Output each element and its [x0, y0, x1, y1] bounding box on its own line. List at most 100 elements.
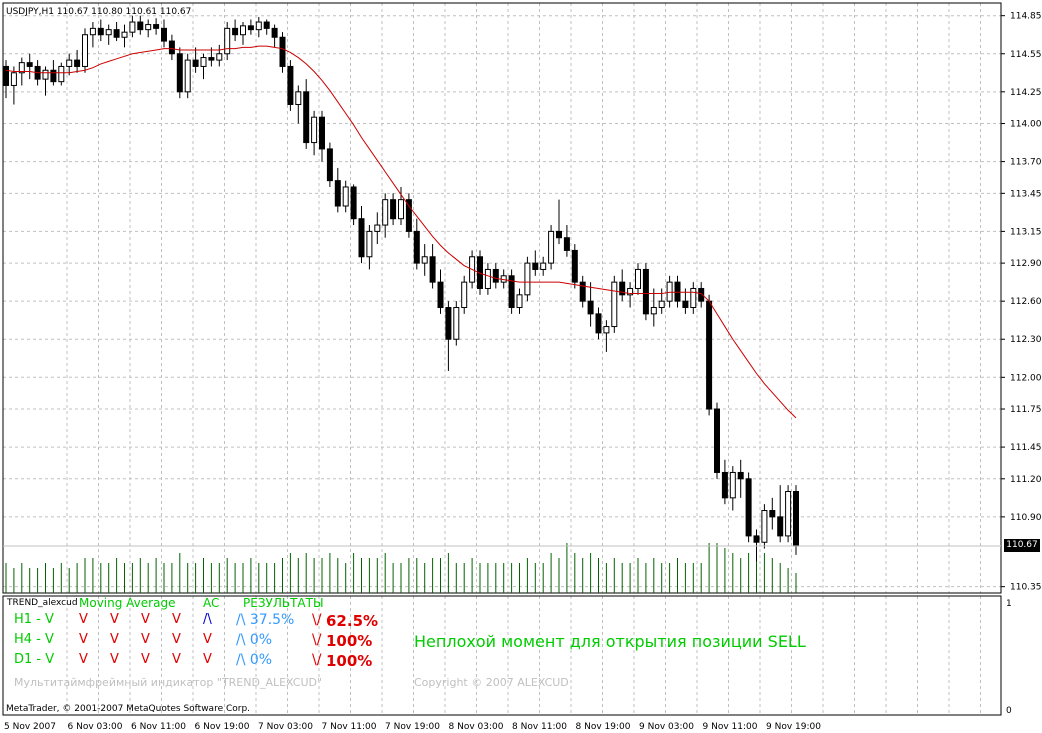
candle-body: [66, 59, 73, 67]
candle-body: [121, 31, 128, 38]
candle-body: [279, 36, 286, 67]
candle-body: [777, 516, 784, 537]
candle-body: [556, 230, 562, 239]
time-tick-label: 8 Nov 19:00: [576, 722, 631, 732]
candle-body: [390, 199, 397, 220]
candle-body: [89, 27, 96, 36]
candle-body: [484, 268, 491, 289]
candle-body: [690, 287, 697, 309]
candle-body: [334, 180, 341, 207]
row-timeframe: H1 - V: [14, 612, 54, 627]
row-ma-signal: V: [79, 652, 88, 667]
candle-body: [326, 148, 333, 182]
candle-body: [113, 29, 120, 38]
candle-body: [216, 53, 223, 61]
price-tick-label: 112.00: [1010, 373, 1042, 383]
time-tick-label: 5 Nov 2007: [4, 722, 56, 732]
candle-body: [374, 224, 381, 232]
price-tick-label: 113.15: [1010, 227, 1042, 237]
row-result-arrow: \/: [312, 652, 322, 668]
row-ma-signal: V: [172, 612, 181, 627]
time-tick-label: 6 Nov 19:00: [195, 722, 250, 732]
candle-body: [58, 65, 65, 83]
candle-body: [769, 510, 776, 518]
candle-body: [721, 471, 728, 499]
candle-body: [445, 307, 452, 340]
row-result-down: 100%: [326, 652, 373, 670]
col-moving-average: Moving Average: [79, 596, 176, 610]
candle-body: [658, 300, 665, 309]
candle-body: [627, 287, 634, 296]
indicator-scale-top: 1: [1006, 599, 1012, 609]
time-tick-label: 9 Nov 03:00: [639, 722, 694, 732]
candle-body: [698, 287, 705, 302]
candle-body: [532, 262, 539, 270]
price-axis[interactable]: 114.85 114.55 114.25 114.00 113.70 113.45 113.…: [1001, 12, 1042, 593]
time-axis[interactable]: 5 Nov 2007 6 Nov 03:00 6 Nov 11:00 6 Nov 19…: [4, 722, 821, 732]
row-result-arrow: \/: [312, 632, 322, 648]
candle-body: [753, 535, 760, 543]
row-ma-signal: V: [110, 632, 119, 647]
signal-text: Неплохой момент для открытия позиции SEL…: [414, 632, 806, 651]
candle-body: [461, 281, 468, 309]
candle-body: [413, 230, 420, 264]
candle-body: [303, 91, 310, 144]
candle-body: [477, 256, 483, 289]
candle-body: [729, 471, 736, 499]
candle-body: [3, 65, 9, 86]
price-tick-label: 114.55: [1010, 50, 1042, 60]
col-results: РЕЗУЛЬТАТЫ: [243, 596, 324, 610]
candle-body: [176, 53, 183, 93]
candle-body: [161, 27, 167, 42]
volume-bars: [5, 543, 797, 593]
candle-body: [350, 186, 357, 220]
moving-average-line: [5, 45, 797, 419]
row-result-up: /\ 0%: [236, 652, 273, 668]
candle-body: [737, 471, 744, 480]
candle-body: [200, 57, 207, 67]
candle-body: [192, 59, 199, 67]
row-result-arrow: \/: [312, 612, 322, 628]
candle-body: [145, 24, 152, 31]
candle-body: [492, 268, 499, 283]
candle-body: [153, 24, 160, 29]
candle-body: [271, 27, 278, 38]
col-ac: AC: [203, 596, 220, 610]
candle-body: [10, 72, 17, 86]
row-ma-signal: V: [79, 632, 88, 647]
candle-body: [437, 281, 444, 309]
row-result-down: 100%: [326, 632, 373, 650]
row-result-down: 62.5%: [326, 612, 379, 630]
candle-body: [603, 326, 610, 334]
candle-body: [642, 268, 649, 315]
indicator-frame[interactable]: [2, 595, 1002, 716]
row-timeframe: D1 - V: [14, 652, 55, 667]
indicator-copyright: Copyright © 2007 ALEXCUD: [414, 676, 569, 689]
candle-body: [761, 510, 768, 543]
row-timeframe: H4 - V: [14, 632, 54, 647]
main-chart-frame[interactable]: [2, 2, 1002, 594]
candle-body: [619, 281, 626, 296]
candle-body: [287, 65, 294, 106]
row-ma-signal: V: [110, 652, 119, 667]
candle-body: [382, 199, 389, 226]
candle-body: [611, 281, 618, 328]
candle-body: [398, 199, 404, 220]
candle-body: [168, 40, 175, 55]
candle-body: [18, 62, 25, 74]
time-tick-label: 9 Nov 11:00: [703, 722, 758, 732]
row-ma-signal: V: [141, 612, 150, 627]
candle-body: [342, 186, 349, 207]
price-tick-label: 112.90: [1010, 259, 1042, 269]
candle-body: [682, 300, 689, 309]
candle-body: [524, 262, 531, 296]
row-ma-signal: V: [141, 632, 150, 647]
candle-body: [548, 230, 555, 264]
candle-body: [508, 275, 515, 309]
candle-body: [650, 307, 657, 315]
candle-body: [429, 256, 436, 283]
price-tick-label: 113.70: [1010, 158, 1042, 168]
candle-body: [706, 300, 713, 410]
candle-body: [587, 300, 594, 315]
